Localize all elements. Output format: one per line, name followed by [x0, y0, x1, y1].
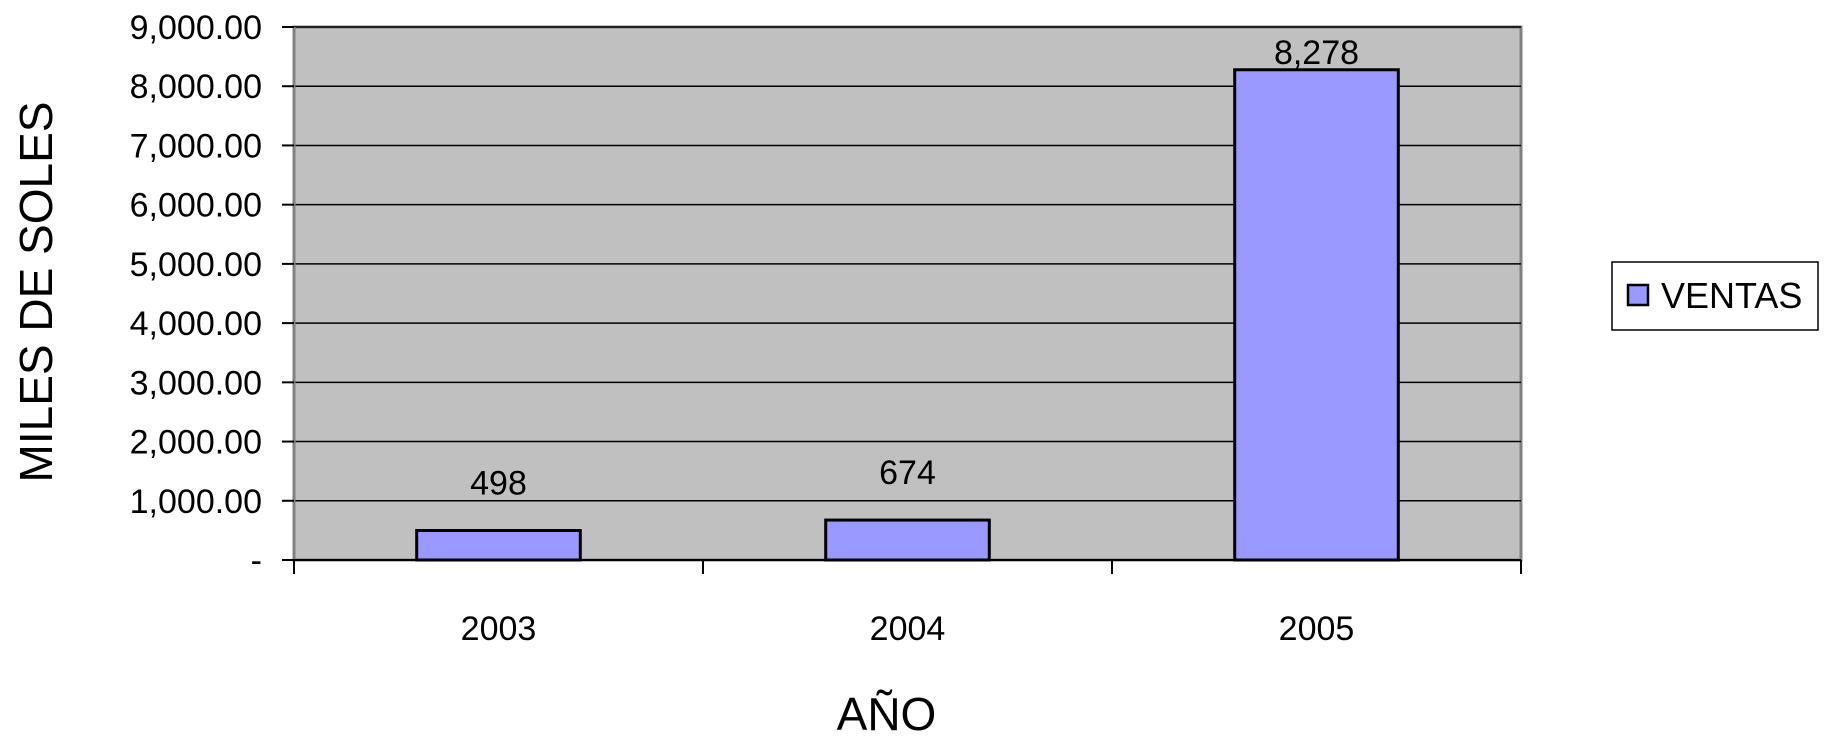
y-axis-title: MILES DE SOLES: [10, 102, 62, 483]
y-tick-label: 7,000.00: [130, 127, 262, 165]
bar-2003: [415, 529, 582, 562]
y-tick-label: 6,000.00: [130, 187, 262, 225]
x-axis-title: AÑO: [837, 688, 937, 738]
y-tick-label: -: [251, 542, 262, 580]
x-tick-label-2003: 2003: [461, 610, 537, 648]
y-tick-label: 9,000.00: [130, 9, 262, 47]
x-tick-labels: 2003 2004 2005: [461, 610, 1355, 648]
y-tick-label: 5,000.00: [130, 246, 262, 284]
x-tick-label-2005: 2005: [1279, 610, 1355, 648]
legend: VENTAS: [1611, 261, 1819, 331]
y-tick-label: 4,000.00: [130, 305, 262, 343]
y-tick-label: 3,000.00: [130, 364, 262, 402]
bar-2005: [1233, 68, 1400, 562]
bars: [415, 68, 1400, 562]
data-label-2005: 8,278: [1274, 34, 1359, 72]
legend-label-ventas: VENTAS: [1661, 275, 1802, 316]
bar-2004: [824, 518, 991, 562]
y-tick-label: 8,000.00: [130, 68, 262, 106]
y-tick-label: 1,000.00: [130, 483, 262, 521]
legend-swatch-ventas: [1626, 283, 1650, 307]
x-tick-label-2004: 2004: [870, 610, 946, 648]
y-tick-label: 2,000.00: [130, 424, 262, 462]
y-tick-labels: - 1,000.00 2,000.00 3,000.00 4,000.00 5,000.0…: [130, 9, 262, 580]
axes: [282, 26, 1522, 574]
data-label-2003: 498: [470, 465, 527, 503]
data-label-2004: 674: [879, 454, 936, 492]
data-labels: 498 674 8,278: [470, 34, 1359, 503]
